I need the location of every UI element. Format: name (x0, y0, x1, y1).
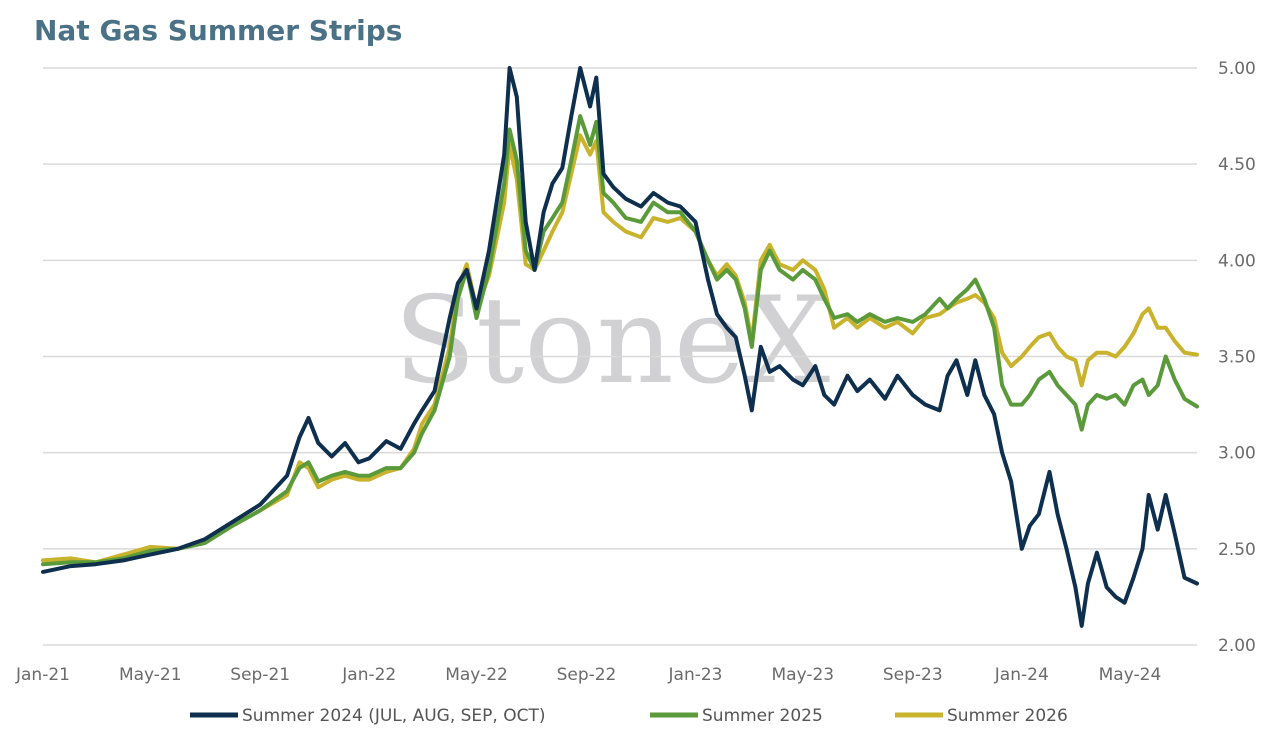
series-line-2 (41, 133, 1199, 565)
x-tick-label: May-21 (119, 665, 182, 685)
x-tick-label: Jan-23 (668, 665, 723, 685)
y-tick-label: 2.00 (1218, 636, 1256, 656)
x-tick-label: May-23 (771, 665, 834, 685)
x-tick-label: Sep-23 (883, 665, 943, 685)
y-tick-label: 4.50 (1218, 155, 1256, 175)
y-tick-label: 3.00 (1218, 444, 1256, 464)
x-tick-label: May-22 (445, 665, 508, 685)
x-tick-label: Jan-24 (994, 665, 1049, 685)
y-tick-label: 3.50 (1218, 348, 1256, 368)
series-layer (41, 66, 1199, 628)
x-tick-label: Sep-21 (230, 665, 290, 685)
y-tick-label: 4.00 (1218, 251, 1256, 271)
x-axis-tick-labels: Jan-21 May-21 Sep-21 Jan-22 May-22 Sep-22 Jan-… (15, 665, 1161, 685)
y-axis-tick-labels: 2.00 2.50 3.00 3.50 4.00 4.50 5.00 (1218, 59, 1256, 656)
legend-label: Summer 2024 (JUL, AUG, SEP, OCT) (242, 706, 546, 726)
y-tick-label: 2.50 (1218, 540, 1256, 560)
x-tick-label: Jan-21 (15, 665, 70, 685)
y-tick-label: 5.00 (1218, 59, 1256, 79)
x-tick-label: Sep-22 (557, 665, 617, 685)
x-tick-label: Jan-22 (341, 665, 396, 685)
x-tick-label: May-24 (1099, 665, 1162, 685)
legend-label: Summer 2026 (947, 706, 1068, 726)
legend: Summer 2024 (JUL, AUG, SEP, OCT) Summer 2… (190, 706, 1068, 726)
chart-title: Nat Gas Summer Strips (34, 14, 403, 47)
series-line-1 (41, 114, 1199, 567)
legend-label: Summer 2025 (702, 706, 823, 726)
series-line-0 (41, 66, 1199, 628)
